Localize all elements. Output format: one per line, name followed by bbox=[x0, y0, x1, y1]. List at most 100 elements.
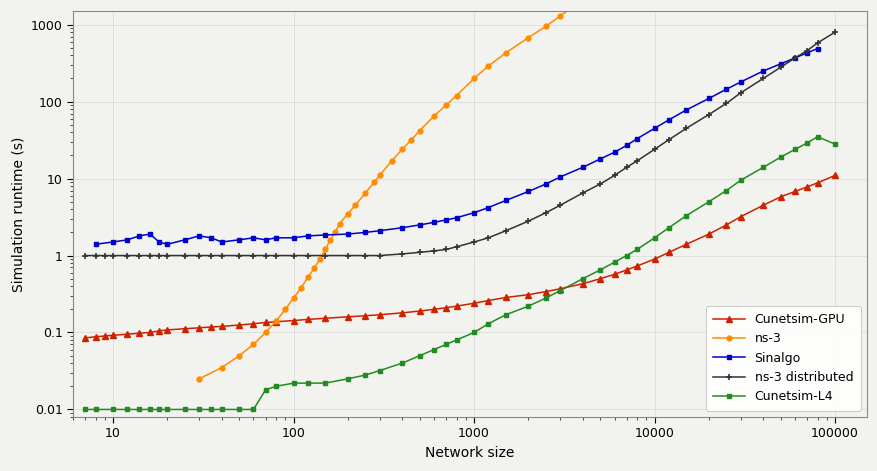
Cunetsim-L4 bbox=[735, 178, 745, 183]
Cunetsim-L4 bbox=[90, 406, 101, 412]
ns-3 distributed bbox=[206, 253, 217, 259]
ns-3 bbox=[406, 137, 417, 143]
Legend: Cunetsim-GPU, ns-3, Sinalgo, ns-3 distributed, Cunetsim-L4: Cunetsim-GPU, ns-3, Sinalgo, ns-3 distri… bbox=[705, 306, 859, 411]
Sinalgo bbox=[500, 198, 510, 203]
Sinalgo bbox=[108, 239, 118, 245]
ns-3 bbox=[554, 13, 565, 19]
Cunetsim-L4 bbox=[396, 360, 407, 366]
Sinalgo bbox=[90, 242, 101, 247]
Sinalgo bbox=[774, 61, 785, 66]
Cunetsim-L4 bbox=[811, 134, 822, 139]
ns-3 distributed bbox=[811, 40, 822, 46]
Cunetsim-L4 bbox=[663, 225, 674, 230]
Line: Sinalgo: Sinalgo bbox=[93, 46, 819, 247]
Cunetsim-L4 bbox=[720, 187, 731, 193]
Cunetsim-L4 bbox=[757, 164, 767, 170]
ns-3 bbox=[334, 221, 345, 227]
Sinalgo bbox=[260, 237, 270, 243]
ns-3 bbox=[386, 158, 396, 163]
ns-3 bbox=[296, 285, 306, 291]
ns-3 bbox=[280, 307, 290, 312]
Cunetsim-L4 bbox=[233, 406, 244, 412]
ns-3 distributed bbox=[260, 253, 270, 259]
ns-3 bbox=[260, 330, 270, 335]
Cunetsim-GPU bbox=[260, 320, 270, 325]
Cunetsim-L4 bbox=[428, 347, 438, 352]
Sinalgo bbox=[702, 96, 713, 101]
Cunetsim-L4 bbox=[153, 406, 164, 412]
ns-3 bbox=[270, 318, 281, 324]
Sinalgo bbox=[428, 219, 438, 225]
ns-3 bbox=[309, 266, 319, 271]
Sinalgo bbox=[482, 205, 493, 211]
Cunetsim-L4 bbox=[320, 380, 331, 386]
Cunetsim-L4 bbox=[374, 368, 384, 374]
ns-3 bbox=[314, 256, 324, 262]
Cunetsim-GPU bbox=[609, 271, 619, 277]
Sinalgo bbox=[631, 136, 642, 141]
Cunetsim-L4 bbox=[523, 303, 533, 309]
Sinalgo bbox=[554, 174, 565, 180]
Sinalgo bbox=[162, 242, 173, 247]
ns-3 bbox=[342, 211, 353, 217]
Sinalgo bbox=[468, 210, 479, 216]
Sinalgo bbox=[270, 235, 281, 241]
ns-3 bbox=[360, 190, 370, 196]
Cunetsim-L4 bbox=[162, 406, 173, 412]
Sinalgo bbox=[609, 149, 619, 155]
ns-3 bbox=[216, 365, 226, 370]
Cunetsim-L4 bbox=[500, 312, 510, 317]
Sinalgo bbox=[216, 239, 226, 245]
Sinalgo bbox=[396, 225, 407, 230]
Cunetsim-L4 bbox=[288, 380, 298, 386]
Sinalgo bbox=[288, 235, 298, 241]
Cunetsim-GPU bbox=[80, 335, 90, 341]
Line: Cunetsim-GPU: Cunetsim-GPU bbox=[82, 172, 838, 341]
Cunetsim-GPU bbox=[206, 324, 217, 330]
Sinalgo bbox=[540, 181, 551, 187]
Sinalgo bbox=[303, 233, 313, 239]
Cunetsim-L4 bbox=[631, 247, 642, 252]
Cunetsim-L4 bbox=[649, 235, 660, 241]
ns-3 bbox=[288, 295, 298, 301]
Cunetsim-L4 bbox=[681, 213, 691, 219]
Cunetsim-L4 bbox=[468, 330, 479, 335]
ns-3 distributed bbox=[829, 29, 839, 35]
Sinalgo bbox=[153, 239, 164, 245]
ns-3 bbox=[248, 341, 259, 347]
Cunetsim-L4 bbox=[595, 267, 605, 273]
ns-3 bbox=[428, 113, 438, 119]
Cunetsim-L4 bbox=[145, 406, 155, 412]
Cunetsim-GPU bbox=[829, 172, 839, 178]
ns-3 distributed bbox=[609, 172, 619, 178]
Cunetsim-GPU bbox=[811, 180, 822, 186]
ns-3 bbox=[440, 102, 451, 108]
Sinalgo bbox=[595, 156, 605, 162]
Cunetsim-L4 bbox=[270, 383, 281, 389]
Cunetsim-L4 bbox=[180, 406, 190, 412]
Cunetsim-L4 bbox=[134, 406, 145, 412]
Cunetsim-L4 bbox=[206, 406, 217, 412]
Sinalgo bbox=[206, 235, 217, 241]
Sinalgo bbox=[451, 215, 461, 220]
Cunetsim-L4 bbox=[609, 260, 619, 265]
Cunetsim-L4 bbox=[829, 141, 839, 147]
ns-3 bbox=[320, 247, 331, 252]
Sinalgo bbox=[789, 55, 800, 61]
Cunetsim-L4 bbox=[554, 288, 565, 293]
ns-3 distributed bbox=[80, 253, 90, 259]
Cunetsim-L4 bbox=[108, 406, 118, 412]
Sinalgo bbox=[134, 233, 145, 239]
Sinalgo bbox=[621, 143, 631, 148]
Cunetsim-L4 bbox=[621, 253, 631, 259]
Sinalgo bbox=[735, 79, 745, 85]
Cunetsim-L4 bbox=[260, 387, 270, 393]
Cunetsim-GPU bbox=[270, 319, 281, 325]
Cunetsim-L4 bbox=[774, 154, 785, 160]
Sinalgo bbox=[360, 229, 370, 235]
Line: Cunetsim-L4: Cunetsim-L4 bbox=[82, 134, 837, 412]
Cunetsim-L4 bbox=[451, 337, 461, 343]
ns-3 bbox=[396, 146, 407, 152]
Sinalgo bbox=[374, 228, 384, 234]
Y-axis label: Simulation runtime (s): Simulation runtime (s) bbox=[11, 136, 25, 292]
